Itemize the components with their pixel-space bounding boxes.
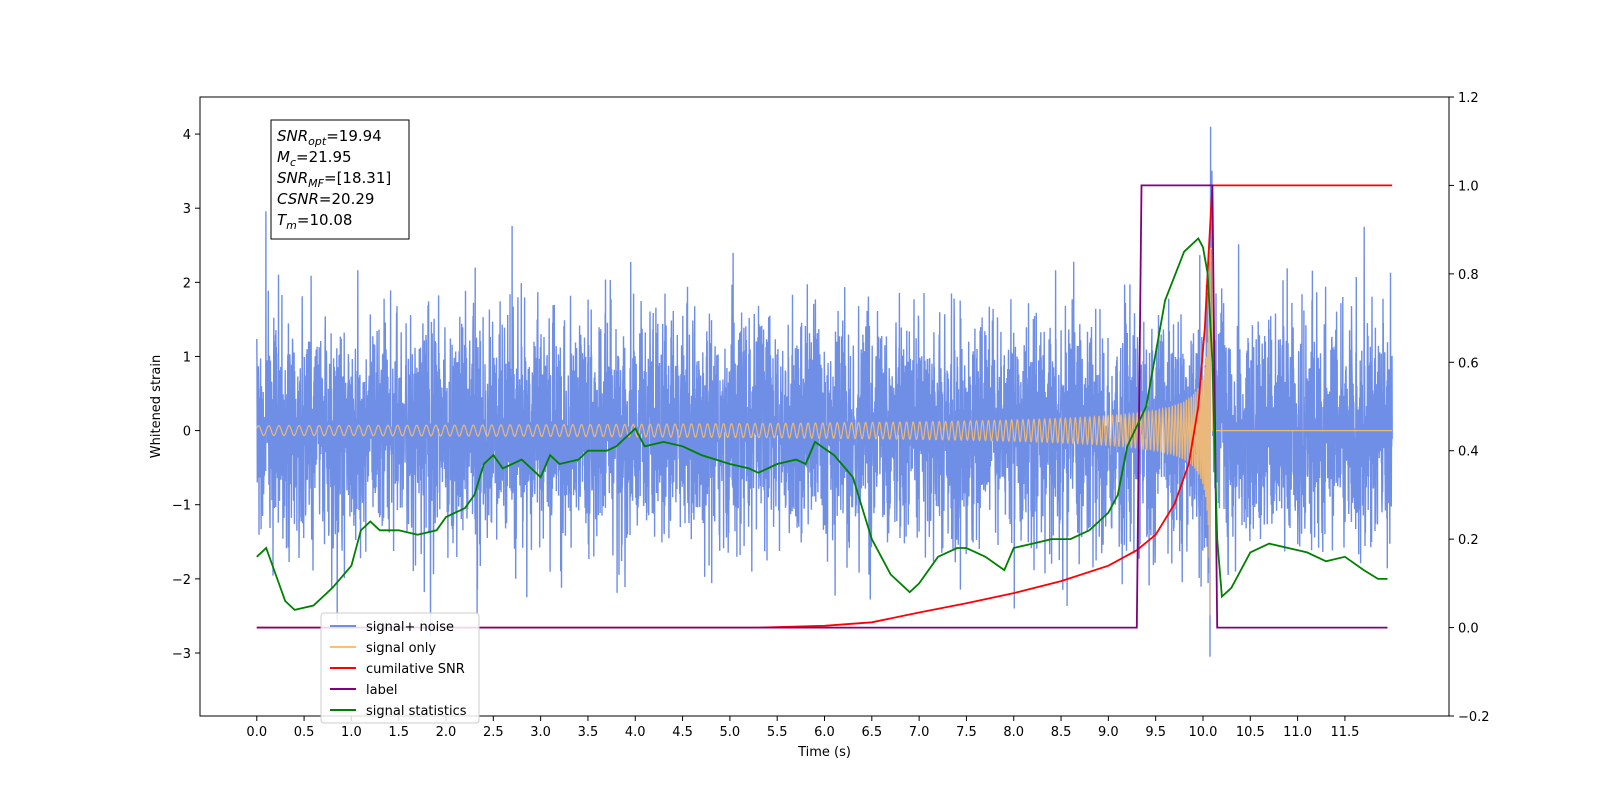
x-tick-label: 9.0 <box>1098 725 1119 740</box>
y-left-tick-label: 3 <box>183 202 191 217</box>
series-layer <box>256 126 1393 657</box>
x-tick-label: 2.5 <box>483 725 504 740</box>
x-tick-label: 6.5 <box>861 725 882 740</box>
info-box-frame <box>270 119 410 240</box>
x-tick-label: 4.5 <box>672 725 693 740</box>
y-left-tick-label: 1 <box>183 350 191 365</box>
x-tick-label: 4.0 <box>625 725 646 740</box>
legend-label: signal only <box>366 641 436 656</box>
x-tick-label: 7.5 <box>956 725 977 740</box>
legend-label: signal+ noise <box>366 620 454 635</box>
x-tick-label: 5.5 <box>767 725 788 740</box>
x-tick-label: 11.0 <box>1283 725 1312 740</box>
x-axis-label: Time (s) <box>797 745 851 760</box>
info-line: SNRMF=[18.31] <box>277 169 391 190</box>
info-line: Tm=10.08 <box>277 211 352 232</box>
y-right-tick-label: −0.2 <box>1458 710 1490 725</box>
x-tick-label: 10.5 <box>1236 725 1265 740</box>
y-axis-label: Whitened strain <box>149 355 164 458</box>
legend: signal+ noise signal only cumilative SNR la… <box>320 612 480 724</box>
y-right-tick-label: 0.0 <box>1458 622 1479 637</box>
y-right-tick-label: 1.2 <box>1458 91 1479 106</box>
info-box: SNRopt=19.94Mc=21.95SNRMF=[18.31]CSNR=20… <box>270 119 410 240</box>
y-right-tick-label: 0.6 <box>1458 356 1479 371</box>
x-tick-label: 0.0 <box>246 725 267 740</box>
x-tick-label: 8.0 <box>1003 725 1024 740</box>
x-tick-label: 10.0 <box>1189 725 1218 740</box>
y-right-tick-label: 0.2 <box>1458 533 1479 548</box>
series-label <box>256 184 1388 629</box>
x-tick-label: 11.5 <box>1330 725 1359 740</box>
info-line: Mc=21.95 <box>277 148 352 169</box>
y-left-tick-label: −3 <box>172 647 191 662</box>
x-tick-label: 6.0 <box>814 725 835 740</box>
x-tick-label: 1.0 <box>341 725 362 740</box>
info-line: SNRopt=19.94 <box>277 127 382 148</box>
legend-label: signal statistics <box>366 704 467 719</box>
series-signal-statistics <box>256 237 1388 611</box>
y-right-tick-label: 0.8 <box>1458 268 1479 283</box>
y-right-tick-label: 0.4 <box>1458 445 1479 460</box>
series-signal-noise <box>256 126 1393 657</box>
y-left-tick-label: 4 <box>183 128 191 143</box>
y-left-tick-label: 2 <box>183 276 191 291</box>
x-tick-label: 8.5 <box>1051 725 1072 740</box>
legend-label: cumilative SNR <box>366 662 465 677</box>
axes-layer: 0.0 0.5 1.0 1.5 2.0 2.5 3.0 3.5 4.0 4.5 5.0 5.5 6.0 6… <box>172 91 1490 740</box>
y-left-tick-label: −2 <box>172 573 191 588</box>
x-tick-label: 3.0 <box>530 725 551 740</box>
y-right-tick-label: 1.0 <box>1458 179 1479 194</box>
x-tick-label: 1.5 <box>388 725 409 740</box>
x-tick-label: 9.5 <box>1145 725 1166 740</box>
x-tick-label: 0.5 <box>294 725 315 740</box>
x-tick-label: 5.0 <box>720 725 741 740</box>
x-tick-label: 2.0 <box>436 725 457 740</box>
legend-frame <box>320 612 480 724</box>
legend-label: label <box>366 683 397 698</box>
x-tick-label: 7.0 <box>909 725 930 740</box>
info-line: CSNR=20.29 <box>277 190 374 208</box>
x-tick-label: 3.5 <box>578 725 599 740</box>
y-left-tick-label: −1 <box>172 499 191 514</box>
series-signal-only <box>256 247 1393 616</box>
y-left-tick-label: 0 <box>183 425 191 440</box>
series-cumulative-snr <box>256 184 1393 629</box>
